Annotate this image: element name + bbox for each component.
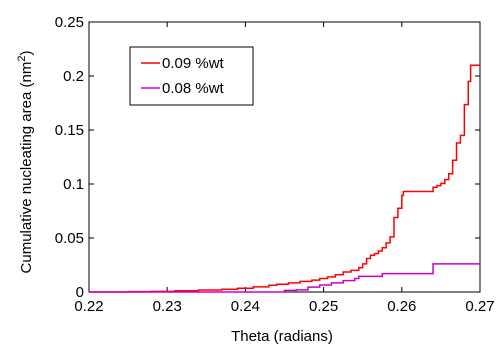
y-axis-title-main: Cumulative nucleating area (nm [18,62,35,274]
x-tick-label: 0.24 [231,298,260,315]
y-tick-label: 0.05 [55,230,84,247]
y-tick-label: 0.2 [63,68,84,85]
legend: 0.09 %wt 0.08 %wt [129,46,254,106]
series-line-1 [89,64,480,293]
legend-label-series-2: 0.08 %wt [162,80,225,97]
x-tick-label: 0.22 [74,298,103,315]
axis-ticks: 0.22 0.23 0.24 0.25 0.26 0.27 0 0.05 0.1 0.15 0.2 0… [55,14,495,315]
x-tick-label: 0.26 [387,298,416,315]
y-tick-label: 0 [76,284,84,301]
series-layer [89,64,480,293]
y-axis-title-close: ) [18,51,35,56]
y-axis-title: Cumulative nucleating area (nm2) [16,51,35,274]
legend-box [129,46,254,106]
x-tick-label: 0.27 [465,298,494,315]
legend-label-series-1: 0.09 %wt [162,55,225,72]
x-axis-title: Theta (radians) [231,328,333,345]
x-tick-label: 0.25 [309,298,338,315]
y-tick-label: 0.25 [55,14,84,31]
y-tick-label: 0.1 [63,176,84,193]
x-tick-label: 0.23 [153,298,182,315]
series-line-2 [89,263,480,293]
y-axis-title-superscript: 2 [16,56,28,62]
y-tick-label: 0.15 [55,122,84,139]
